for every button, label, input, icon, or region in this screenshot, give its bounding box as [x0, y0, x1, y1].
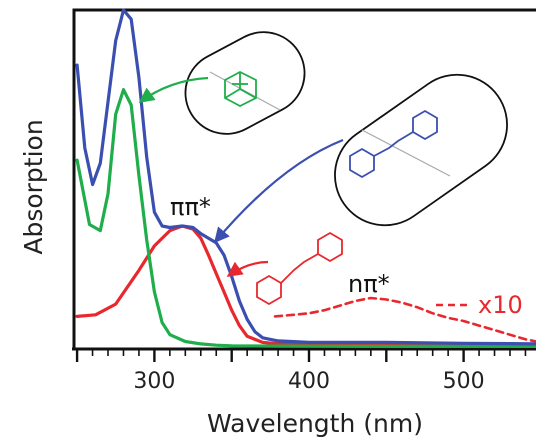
blue-molecule-diagram: [334, 73, 508, 227]
x-ticks: 300 400 500: [75, 350, 527, 394]
blue-azobenzene-icon: [349, 109, 438, 179]
pipi-annotation: ππ*: [170, 193, 211, 221]
red-arrow: [226, 260, 269, 277]
green-molecule-diagram: [184, 31, 306, 135]
green-molecule-icon: [224, 70, 257, 108]
blue-arrow: [214, 138, 344, 244]
green-capsule: [184, 31, 306, 135]
x-tick-label: 300: [133, 369, 175, 394]
x-axis-label: Wavelength (nm): [207, 409, 423, 438]
red-azobenzene-icon: [256, 231, 343, 306]
series-line-2: [75, 8, 536, 346]
x-tick-label: 400: [288, 369, 330, 394]
green-arrow: [138, 76, 209, 103]
blue-capsule: [334, 73, 508, 227]
y-axis-label: Absorption: [19, 119, 48, 254]
series-line-3: [273, 296, 536, 343]
series-line-0: [75, 224, 536, 348]
series-line-1: [75, 88, 536, 348]
series-layer: [75, 8, 536, 348]
x-tick-label: 500: [443, 369, 485, 394]
x10-annotation: x10: [478, 291, 523, 319]
npi-annotation: nπ*: [348, 270, 390, 298]
